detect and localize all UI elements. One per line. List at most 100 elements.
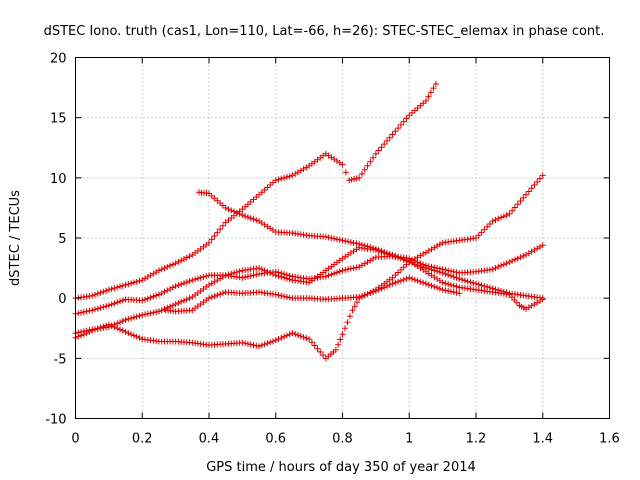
data-point [286, 276, 293, 283]
data-point [155, 291, 162, 298]
data-point [314, 345, 321, 352]
x-tick-label: 1.4 [532, 432, 553, 447]
data-point [275, 292, 282, 299]
data-point [158, 290, 165, 297]
data-point [142, 311, 149, 318]
data-point [342, 325, 349, 332]
data-point [186, 295, 193, 302]
data-point [183, 279, 190, 286]
data-point [283, 275, 290, 282]
data-point [400, 264, 407, 271]
data-point [94, 305, 101, 312]
data-point [432, 80, 439, 87]
data-point [517, 254, 524, 261]
data-point [345, 266, 352, 273]
data-point [367, 158, 374, 165]
series-sat-d [72, 172, 546, 362]
tick-labels-layer: 0 0.2 0.4 0.6 0.8 1 1.2 1.4 1.6 -10 -5 0 5 10 15 20 [45, 52, 620, 447]
data-point [411, 276, 418, 283]
data-point [275, 273, 282, 280]
x-axis-label: GPS time / hours of day 350 of year 2014 [206, 460, 476, 475]
data-point [361, 166, 368, 173]
data-point [389, 280, 396, 287]
data-point [349, 307, 356, 314]
data-point [247, 341, 254, 348]
data-point [348, 176, 355, 183]
data-point [180, 280, 187, 287]
data-point [267, 339, 274, 346]
data-point [395, 254, 402, 261]
data-point [336, 268, 343, 275]
x-tick-label: 1 [405, 432, 413, 447]
data-point [503, 289, 510, 296]
data-point [536, 175, 543, 182]
data-point [295, 332, 301, 339]
data-point [358, 170, 365, 177]
data-point [439, 286, 446, 293]
data-point [189, 277, 196, 284]
data-point [186, 253, 193, 260]
x-tick-label: 1.2 [466, 432, 487, 447]
data-point [384, 283, 390, 290]
data-point [100, 323, 107, 330]
data-point [506, 259, 513, 266]
data-point [339, 161, 346, 168]
data-point [361, 291, 368, 298]
data-point [495, 215, 502, 222]
data-point [250, 272, 257, 279]
data-point [275, 336, 282, 343]
data-point [325, 272, 332, 279]
data-point [80, 309, 87, 316]
x-tick-label: 0.8 [332, 432, 353, 447]
data-point [206, 239, 212, 246]
data-point [153, 292, 160, 299]
data-point [386, 250, 393, 257]
data-point [89, 307, 96, 314]
data-point [97, 289, 104, 296]
data-point [178, 281, 185, 288]
data-point [478, 229, 485, 236]
data-point [78, 332, 85, 339]
data-point [453, 274, 460, 281]
data-point [278, 273, 285, 280]
data-points-layer [72, 80, 546, 362]
data-point [78, 309, 85, 316]
data-point [339, 237, 346, 244]
data-point [283, 174, 290, 181]
data-point [91, 291, 98, 298]
x-tick-label: 0.2 [132, 432, 153, 447]
data-point [337, 336, 344, 343]
data-point [414, 262, 421, 269]
data-point [356, 293, 363, 300]
data-point [164, 263, 171, 270]
data-point [264, 340, 271, 347]
data-point [117, 283, 123, 290]
data-point [392, 253, 399, 260]
data-point [378, 247, 385, 254]
data-point [328, 271, 335, 278]
data-point [147, 294, 154, 301]
data-point [434, 268, 441, 275]
data-point [447, 281, 454, 288]
data-point [364, 290, 371, 297]
data-point [147, 310, 154, 317]
data-point [281, 174, 288, 181]
data-point [372, 150, 379, 157]
data-point [117, 326, 123, 333]
data-point [450, 289, 457, 296]
data-point [122, 328, 129, 335]
data-point [375, 147, 382, 154]
data-point [422, 280, 429, 287]
data-point [178, 257, 185, 264]
data-point [119, 327, 126, 334]
data-point [272, 177, 279, 184]
data-point [286, 331, 293, 338]
data-point [264, 268, 271, 275]
data-point [200, 273, 207, 280]
data-point [514, 255, 521, 262]
data-point [475, 232, 482, 239]
data-point [417, 263, 424, 270]
data-point [253, 342, 260, 349]
data-point [503, 212, 510, 219]
data-point [278, 175, 285, 182]
